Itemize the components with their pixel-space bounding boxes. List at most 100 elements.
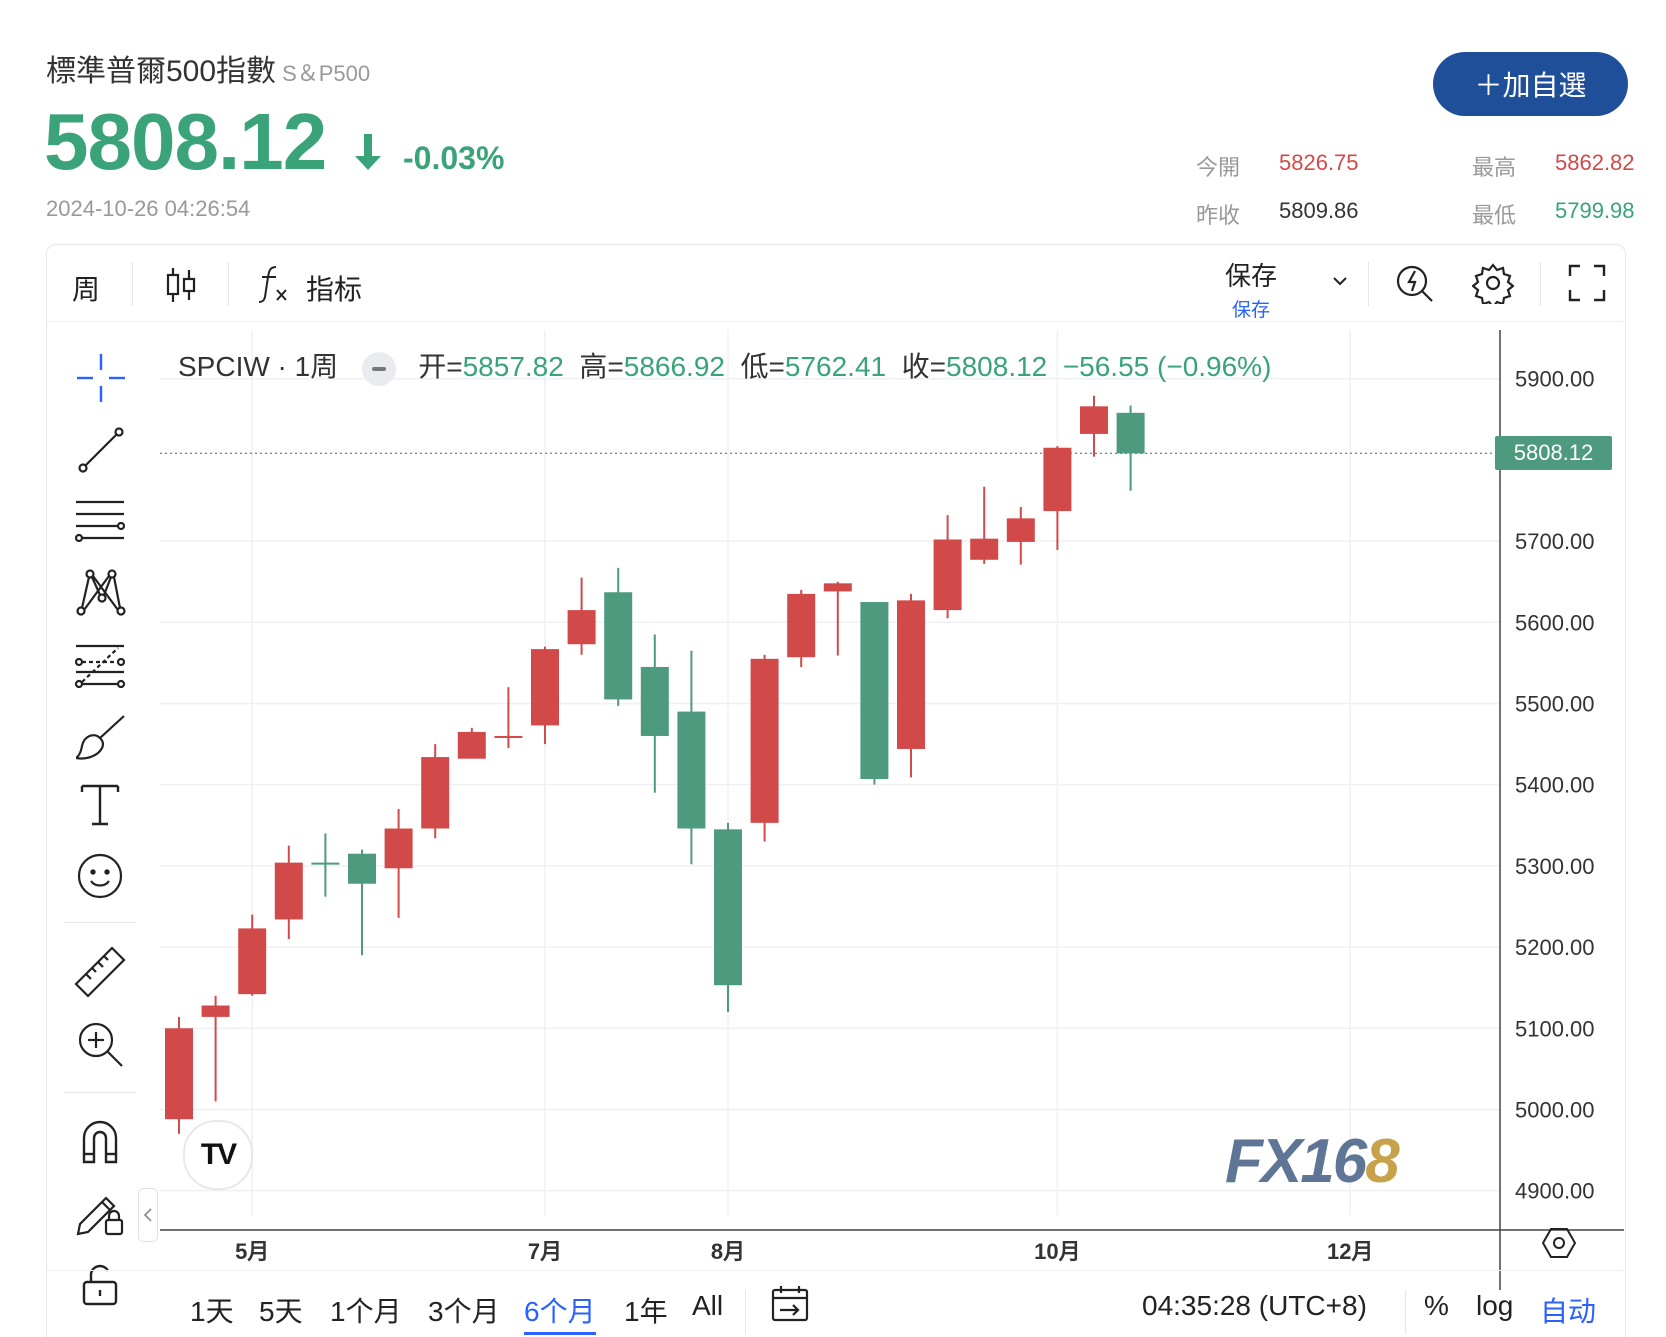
brush-icon[interactable] (73, 712, 126, 765)
range-button[interactable]: 5天 (259, 1296, 303, 1327)
text-icon[interactable] (80, 782, 120, 831)
candle-body (201, 1005, 230, 1017)
chart-toolbar (47, 245, 1623, 322)
index-name: 標準普爾500指數 (46, 55, 277, 88)
sidebar-divider (64, 922, 136, 923)
timestamp: 2024-10-26 04:26:54 (46, 196, 251, 221)
legend-low-label: 低= (740, 351, 785, 382)
bottom-divider (745, 1290, 746, 1334)
candle-body (970, 538, 999, 560)
current-price-label: 5808.12 (1495, 436, 1612, 471)
range-button[interactable]: 1个月 (330, 1296, 402, 1327)
range-button[interactable]: 1天 (190, 1296, 234, 1327)
change-percent: -0.03% (403, 140, 505, 176)
function-icon[interactable] (258, 264, 290, 309)
candle-style-icon[interactable] (165, 266, 197, 309)
interval-selector[interactable]: 周 (72, 274, 101, 305)
y-tick-label: 5200.00 (1515, 935, 1595, 960)
legend-close: 5808.12 (946, 351, 1048, 382)
candle-body (933, 539, 962, 611)
open-label: 今開 (1196, 155, 1241, 180)
range-button[interactable]: 1年 (624, 1296, 668, 1327)
toolbar-divider (132, 262, 133, 306)
fib-retracement-icon[interactable] (74, 642, 126, 693)
y-tick-label: 5700.00 (1515, 529, 1595, 554)
x-tick-label: 12月 (1327, 1239, 1373, 1264)
candle-body (311, 862, 340, 865)
tradingview-logo[interactable]: TV (183, 1120, 253, 1190)
candle-body (531, 649, 559, 726)
open-value: 5826.75 (1279, 150, 1359, 175)
candle-body (421, 757, 450, 829)
sidebar-divider (64, 1092, 136, 1093)
legend-symbol: SPCIW · 1周 (178, 351, 339, 382)
ohlc-legend: SPCIW · 1周 开=5857.82 高=5866.92 低=5762.41 … (178, 345, 1271, 386)
y-tick-label: 5300.00 (1515, 854, 1595, 879)
active-range-underline (524, 1332, 596, 1335)
candle-body (860, 601, 889, 779)
crosshair-icon[interactable] (77, 354, 125, 407)
add-watchlist-button[interactable]: ＋加自選 (1433, 52, 1628, 116)
legend-open: 5857.82 (462, 351, 564, 382)
axis-settings-icon[interactable] (1541, 1226, 1577, 1265)
chart-grid (160, 330, 1500, 1215)
y-tick-label: 5500.00 (1515, 691, 1595, 716)
range-button[interactable]: 6个月 (524, 1296, 596, 1327)
settings-gear-icon[interactable] (1471, 262, 1515, 309)
chevron-down-icon[interactable] (1330, 274, 1350, 293)
watermark-part1: FX16 (1225, 1127, 1367, 1196)
current-price: 5808.12 (44, 97, 327, 186)
x-tick-label: 5月 (235, 1239, 269, 1264)
save-label: 保存 (1225, 261, 1278, 291)
range-button[interactable]: 3个月 (428, 1296, 500, 1327)
legend-change: −56.55 (−0.96%) (1062, 351, 1272, 382)
candle-body (494, 735, 523, 738)
y-tick-label: 5000.00 (1515, 1097, 1595, 1122)
lock-drawings-icon[interactable] (76, 1190, 126, 1243)
date-range-icon[interactable] (770, 1284, 810, 1329)
fullscreen-icon[interactable] (1568, 264, 1606, 307)
candle-body (457, 731, 486, 759)
y-tick-label: 5600.00 (1515, 610, 1595, 635)
save-sublabel: 保存 (1232, 300, 1271, 321)
save-button[interactable]: 保存 保存 (1225, 256, 1277, 322)
emoji-icon[interactable] (76, 852, 124, 905)
horizontal-lines-icon[interactable] (74, 498, 126, 549)
indicators-button[interactable]: 指标 (306, 274, 363, 305)
trend-line-icon[interactable] (77, 426, 125, 479)
hide-legend-icon[interactable] (362, 351, 397, 386)
y-tick-label: 5400.00 (1515, 773, 1595, 798)
arrow-down-icon (352, 132, 384, 177)
candle-body (714, 829, 742, 986)
auto-scale-toggle[interactable]: 自动 (1540, 1296, 1597, 1327)
candle-body (165, 1028, 193, 1120)
y-tick-label: 4900.00 (1515, 1179, 1595, 1204)
candles (165, 395, 1145, 1134)
ruler-icon[interactable] (74, 946, 126, 1003)
chart-widget (46, 244, 1626, 1337)
magnet-icon[interactable] (80, 1120, 120, 1169)
candle-body (348, 853, 376, 884)
y-tick-label: 5100.00 (1515, 1016, 1595, 1041)
candle-body (1116, 412, 1145, 454)
range-button[interactable]: All (692, 1290, 724, 1321)
collapse-sidebar-icon[interactable] (138, 1188, 158, 1242)
log-scale-toggle[interactable]: log (1476, 1290, 1514, 1321)
low-value: 5799.98 (1555, 198, 1635, 223)
zoom-in-icon[interactable] (76, 1020, 124, 1073)
quick-search-icon[interactable] (1395, 262, 1435, 309)
toolbar-divider (1368, 262, 1369, 306)
low-label: 最低 (1472, 203, 1517, 228)
pattern-icon[interactable] (76, 568, 126, 621)
time-axis: 5月 7月 8月 10月 12月 (160, 1229, 1624, 1264)
lock-icon[interactable] (80, 1262, 120, 1311)
legend-open-label: 开= (418, 351, 463, 382)
prev-close-value: 5809.86 (1279, 198, 1359, 223)
candle-body (1006, 518, 1035, 542)
candle-body (640, 666, 669, 736)
legend-high: 5866.92 (623, 351, 725, 382)
candle-body (1043, 447, 1072, 512)
percent-scale-toggle[interactable]: % (1424, 1290, 1449, 1321)
y-tick-label: 5900.00 (1515, 367, 1595, 392)
